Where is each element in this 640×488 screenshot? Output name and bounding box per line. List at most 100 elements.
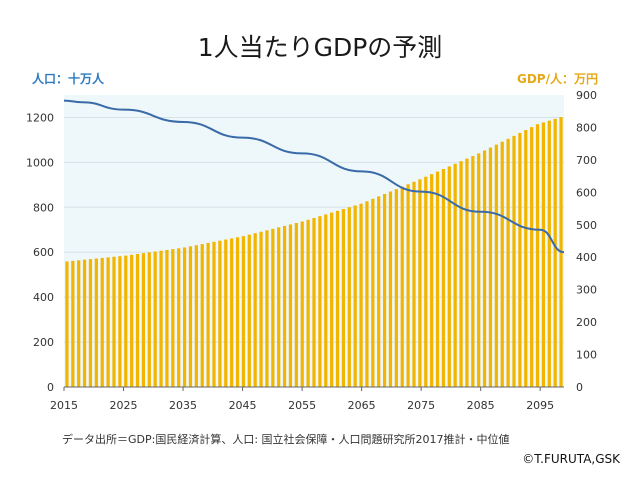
right-tick-label: 100 bbox=[576, 349, 597, 362]
bar bbox=[453, 163, 457, 387]
x-tick-label: 2025 bbox=[110, 399, 138, 412]
bar bbox=[94, 258, 98, 387]
bar bbox=[159, 250, 163, 387]
right-tick-label: 700 bbox=[576, 154, 597, 167]
chart-title: 1人当たりGDPの予測 bbox=[197, 33, 443, 62]
bar bbox=[171, 249, 175, 387]
bar bbox=[282, 225, 287, 387]
bar bbox=[377, 196, 381, 387]
x-tick-label: 2035 bbox=[169, 399, 197, 412]
bar bbox=[265, 230, 269, 387]
right-tick-label: 400 bbox=[576, 251, 597, 264]
bar bbox=[418, 179, 422, 387]
bar bbox=[518, 132, 522, 387]
bar bbox=[288, 224, 293, 387]
bar bbox=[412, 181, 416, 387]
bar bbox=[82, 259, 87, 387]
bar bbox=[494, 144, 498, 387]
left-tick-label: 600 bbox=[33, 246, 54, 259]
bar bbox=[347, 207, 351, 387]
bar bbox=[182, 247, 187, 387]
population-line bbox=[63, 99, 565, 254]
bar bbox=[477, 153, 481, 387]
bar-series bbox=[65, 117, 563, 388]
right-tick-label: 800 bbox=[576, 121, 597, 134]
bar bbox=[253, 233, 257, 387]
bar bbox=[124, 255, 128, 387]
x-tick-label: 2075 bbox=[407, 399, 435, 412]
bar bbox=[194, 245, 198, 387]
bar bbox=[259, 231, 263, 387]
bar bbox=[553, 118, 557, 387]
bar bbox=[71, 260, 75, 387]
bar bbox=[359, 203, 363, 387]
bar bbox=[312, 217, 316, 387]
right-tick-label: 0 bbox=[576, 381, 583, 394]
bar bbox=[335, 210, 340, 387]
bar bbox=[530, 127, 534, 388]
bar bbox=[65, 261, 69, 387]
bar bbox=[435, 171, 440, 387]
x-tick-label: 2055 bbox=[288, 399, 316, 412]
bar bbox=[324, 214, 328, 387]
bar bbox=[459, 161, 463, 387]
bar bbox=[465, 158, 469, 387]
left-tick-label: 400 bbox=[33, 291, 54, 304]
bar bbox=[330, 212, 334, 387]
bar bbox=[353, 205, 357, 387]
bar bbox=[300, 221, 304, 387]
bar bbox=[112, 256, 116, 387]
bar bbox=[135, 253, 140, 387]
bar bbox=[371, 198, 375, 387]
right-tick-label: 900 bbox=[576, 89, 597, 102]
left-tick-label: 1000 bbox=[26, 156, 54, 169]
bar bbox=[118, 256, 122, 387]
bar bbox=[535, 124, 540, 387]
left-tick-label: 1200 bbox=[26, 111, 54, 124]
bar bbox=[230, 238, 234, 387]
bar bbox=[235, 237, 240, 387]
x-tick-label: 2085 bbox=[467, 399, 495, 412]
bar bbox=[541, 122, 546, 387]
bar bbox=[130, 254, 134, 387]
x-tick-label: 2015 bbox=[50, 399, 78, 412]
bar bbox=[406, 184, 410, 387]
right-tick-label: 600 bbox=[576, 186, 597, 199]
left-tick-label: 200 bbox=[33, 336, 54, 349]
bar bbox=[306, 219, 310, 387]
bar bbox=[141, 253, 146, 387]
bar bbox=[153, 251, 157, 387]
bar bbox=[200, 244, 204, 387]
x-tick-label: 2095 bbox=[526, 399, 554, 412]
bar bbox=[488, 147, 493, 387]
source-note: データ出所＝GDP:国民経済計算、人口: 国立社会保障・人口問題研究所2017推… bbox=[62, 433, 510, 446]
bar bbox=[271, 228, 275, 387]
bar bbox=[430, 174, 434, 387]
bar bbox=[218, 240, 222, 387]
bar bbox=[441, 168, 446, 387]
bar bbox=[424, 176, 428, 387]
right-tick-label: 300 bbox=[576, 284, 597, 297]
bar bbox=[400, 186, 404, 387]
right-tick-label: 200 bbox=[576, 316, 597, 329]
left-axis-title: 人口：十万人 bbox=[32, 72, 105, 86]
bar bbox=[247, 234, 251, 387]
bar bbox=[277, 227, 281, 387]
left-tick-label: 800 bbox=[33, 201, 54, 214]
x-axis-ticks: 2015 2025 2035 2045 2055 2065 2075 2085 2095 bbox=[50, 387, 554, 412]
bar bbox=[147, 252, 151, 387]
bar bbox=[106, 257, 110, 387]
bar bbox=[188, 246, 193, 387]
bar bbox=[471, 155, 475, 387]
bar bbox=[318, 216, 322, 387]
bar bbox=[241, 236, 246, 387]
bar bbox=[500, 141, 504, 387]
copyright-text: ©T.FURUTA,GSK bbox=[522, 452, 620, 466]
bar bbox=[100, 257, 104, 387]
bar bbox=[388, 191, 393, 387]
bar bbox=[447, 166, 451, 387]
bar bbox=[88, 259, 93, 387]
right-axis-ticks: 0 100 200 300 400 500 600 700 800 900 bbox=[576, 89, 597, 394]
bar bbox=[506, 138, 510, 387]
bar bbox=[294, 222, 298, 387]
